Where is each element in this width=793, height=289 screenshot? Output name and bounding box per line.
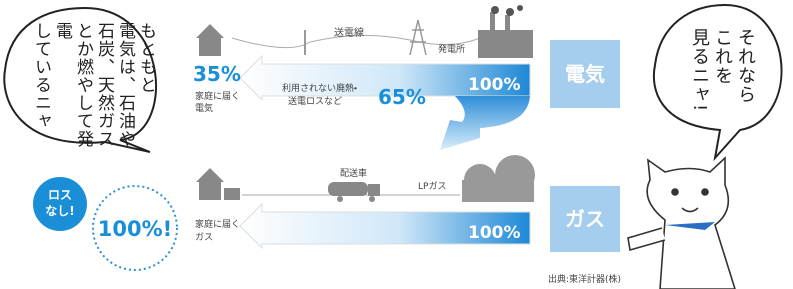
loss-label: 送電ロスなど [288, 95, 342, 107]
section-label: 電気 [565, 62, 605, 86]
power-plant [478, 5, 533, 58]
no-loss-text: ロス [48, 188, 72, 202]
source-credit: 出典:東洋計器(株) [548, 273, 621, 285]
bubble-line: これを [711, 28, 734, 138]
loss-arrow [440, 96, 530, 150]
cat-illustration [628, 158, 735, 289]
page: 送電線 発電所 35% 家庭に届く 電気 利用されない廃熱・ 送電ロスなど 65… [0, 0, 793, 289]
section-label: ガス [565, 207, 605, 231]
tower [410, 20, 426, 55]
plant-label: 発電所 [438, 43, 465, 55]
home-label: 家庭に届く [195, 90, 240, 102]
truck-label: 配送車 [340, 167, 367, 179]
loss-label: 利用されない廃熱・ [282, 82, 357, 94]
home-label: 家庭に届く [195, 218, 240, 230]
home-label: ガス [195, 232, 213, 243]
bubble-line: 石炭、天然ガス [93, 22, 114, 152]
lp-label: LPガス [418, 181, 446, 192]
house-icon [196, 24, 224, 56]
gas-tanks [462, 155, 535, 202]
house-icon [196, 168, 240, 200]
bubble-line: もともと [135, 22, 156, 152]
home-label: 電気 [195, 102, 213, 114]
home-percent: 100%! [98, 217, 172, 241]
truck-icon [328, 182, 380, 202]
source-percent: 100% [468, 223, 521, 243]
left-bubble-text: もともと 電気は、石油や 石炭、天然ガス とか燃やして発電 しているニャ [30, 22, 156, 152]
bubble-line: 見るニャ! [688, 28, 711, 138]
loss-percent: 65% [378, 85, 426, 109]
bubble-line: しているニャ [30, 22, 51, 152]
bubble-line: それなら [734, 28, 757, 138]
bubble-line: 電気は、石油や [114, 22, 135, 152]
bubble-line: とか燃やして発電 [51, 22, 93, 152]
home-percent: 35% [193, 62, 241, 86]
power-line-label: 送電線 [334, 26, 364, 39]
right-bubble-text: それなら これを 見るニャ! [688, 28, 757, 138]
source-percent: 100% [468, 75, 521, 95]
no-loss-text: なし! [45, 204, 74, 218]
